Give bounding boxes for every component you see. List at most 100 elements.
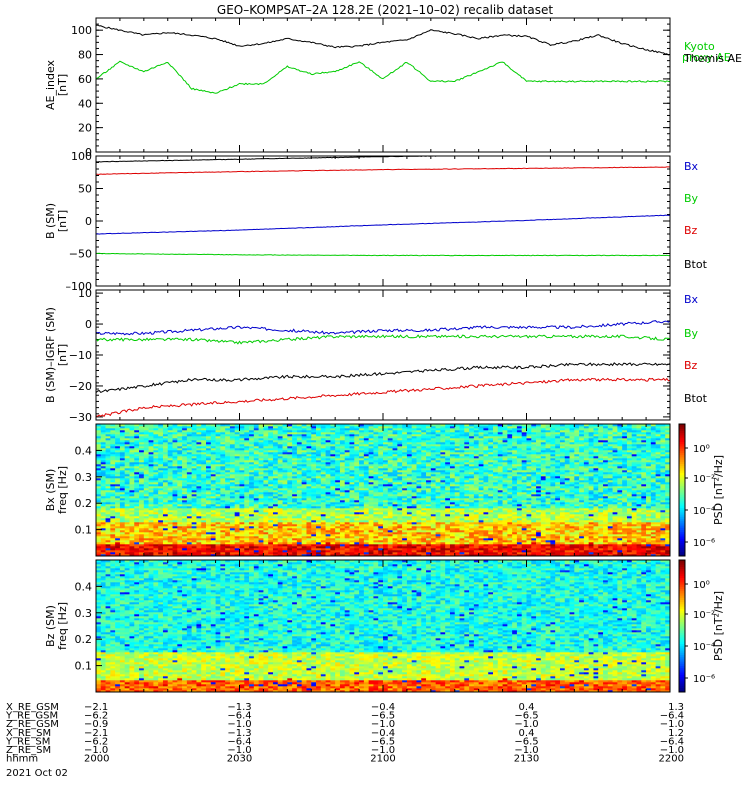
heat-cell [249,444,255,447]
heat-cell [110,536,116,539]
heat-cell [167,472,173,475]
heat-cell [148,548,154,551]
heat-cell [320,502,326,505]
heat-cell [397,508,403,511]
heat-cell [282,488,288,491]
heat-cell [378,490,384,493]
heat-cell [311,518,317,521]
heat-cell [406,498,412,501]
heat-cell [110,544,116,547]
heat-cell [282,512,288,515]
heat-cell [225,474,231,477]
heat-cell [263,488,269,491]
heat-cell [143,430,149,433]
heat-cell [124,530,130,533]
heat-cell [416,550,422,553]
heat-cell [119,534,125,537]
heat-cell [229,526,236,529]
heat-cell [201,452,207,455]
heat-cell [306,486,312,489]
heat-cell [249,514,255,517]
heat-cell [253,520,259,523]
heat-cell [229,546,236,549]
heat-cell [373,468,379,471]
heat-cell [373,508,379,511]
heat-cell [172,532,178,535]
heat-cell [378,430,384,433]
heat-cell [387,460,393,463]
heat-cell [119,470,125,473]
heat-cell [229,458,236,461]
heat-cell [263,452,269,455]
heat-cell [124,502,130,505]
heat-cell [206,494,212,497]
heat-cell [196,488,202,491]
heat-cell [330,458,336,461]
heat-cell [272,508,279,511]
heat-cell [402,484,408,487]
heat-cell [268,532,274,535]
heat-cell [406,462,412,465]
heat-cell [316,538,322,541]
heat-cell [287,504,293,507]
heat-cell [158,432,164,435]
heat-cell [402,546,408,549]
heat-cell [397,456,403,459]
heat-cell [100,526,106,529]
heat-cell [258,506,264,509]
heat-cell [354,494,360,497]
heat-cell [301,450,307,453]
heat-cell [335,452,341,455]
heat-cell [182,474,188,477]
heat-cell [330,502,336,505]
heat-cell [220,460,226,463]
heat-cell [172,492,178,495]
heat-cell [234,508,240,511]
heat-cell [258,546,264,549]
heat-cell [330,480,336,483]
heat-cell [368,476,374,479]
heat-cell [148,524,154,527]
heat-cell [96,474,102,477]
heat-cell [373,540,379,543]
heat-cell [272,550,279,553]
heat-cell [134,498,140,501]
heat-cell [316,440,322,443]
heat-cell [363,430,369,433]
heat-cell [354,512,360,515]
heat-cell [344,470,350,473]
heat-cell [268,462,274,465]
heat-cell [148,438,154,441]
heat-cell [421,540,427,543]
heat-cell [105,480,111,483]
heat-cell [191,530,197,533]
heat-cell [349,468,355,471]
heat-cell [143,482,149,485]
heat-cell [311,448,317,451]
heat-cell [363,506,369,509]
heat-cell [253,482,259,485]
heat-cell [105,492,111,495]
heat-cell [349,552,355,555]
heat-cell [373,554,379,557]
heat-cell [210,462,216,465]
heat-cell [115,544,121,547]
heat-cell [196,442,202,445]
heat-cell [153,546,159,549]
heat-cell [139,524,145,527]
heat-cell [196,474,202,477]
heat-cell [182,512,188,515]
heat-cell [220,424,226,427]
heat-cell [411,542,417,545]
heat-cell [335,474,341,477]
heat-cell [201,424,207,427]
heat-cell [301,502,307,505]
heat-cell [268,474,274,477]
heat-cell [292,460,298,463]
heat-cell [368,520,374,523]
heat-cell [139,448,145,451]
heat-cell [206,442,212,445]
heat-cell [234,494,240,497]
heat-cell [373,502,379,505]
heat-cell [325,538,331,541]
